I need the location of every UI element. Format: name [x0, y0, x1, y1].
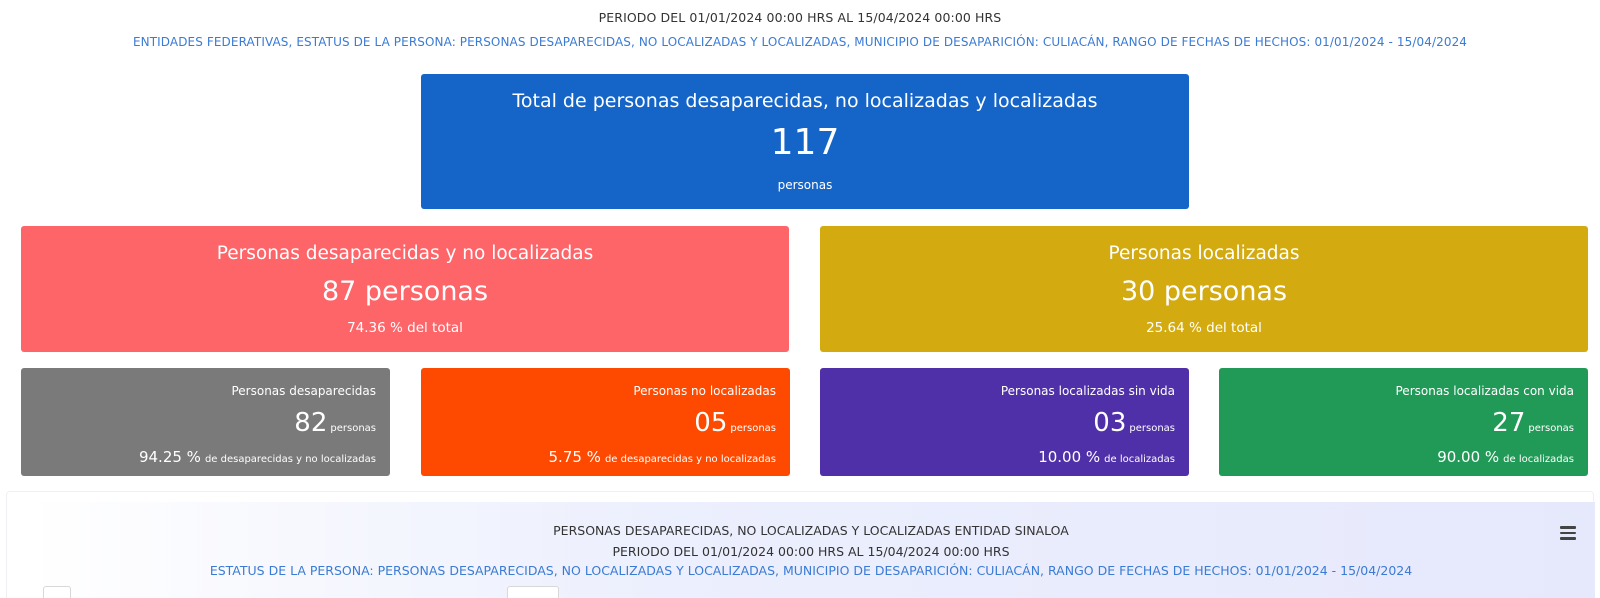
located-alive-title: Personas localizadas con vida	[1395, 384, 1575, 398]
report-period: PERIODO DEL 01/01/2024 00:00 HRS AL 15/0…	[598, 10, 1002, 25]
total-value: 117	[770, 122, 840, 163]
located-summary-card: Personas localizadas 30 personas 25.64 %…	[820, 226, 1588, 352]
chart-control-middle[interactable]	[507, 586, 559, 598]
report-filters: ENTIDADES FEDERATIVAS, ESTATUS DE LA PER…	[132, 35, 1468, 49]
located-dead-percent-label: de localizadas	[1104, 454, 1175, 465]
chart-panel: PERSONAS DESAPARECIDAS, NO LOCALIZADAS Y…	[6, 491, 1595, 598]
missing-summary-card: Personas desaparecidas y no localizadas …	[21, 226, 789, 352]
disappeared-title: Personas desaparecidas	[231, 384, 376, 398]
located-summary-percent: 25.64 % del total	[1146, 320, 1262, 336]
disappeared-value: 82	[294, 408, 328, 438]
located-alive-percent-label: de localizadas	[1503, 454, 1574, 465]
disappeared-card: Personas desaparecidas 82 personas 94.25 …	[21, 368, 390, 476]
hamburger-menu-icon[interactable]	[1560, 526, 1576, 540]
located-alive-value: 27	[1492, 408, 1526, 438]
not-located-card: Personas no localizadas 05 personas 5.75 …	[421, 368, 790, 476]
located-summary-title: Personas localizadas	[1108, 243, 1300, 264]
total-title: Total de personas desaparecidas, no loca…	[512, 90, 1098, 112]
chart-control-left[interactable]	[43, 586, 71, 598]
total-unit: personas	[777, 178, 833, 192]
disappeared-unit: personas	[330, 423, 376, 434]
missing-summary-percent: 74.36 % del total	[347, 320, 463, 336]
chart-filters: ESTATUS DE LA PERSONA: PERSONAS DESAPARE…	[209, 563, 1413, 578]
located-dead-card: Personas localizadas sin vida 03 personas…	[820, 368, 1189, 476]
missing-summary-value: 87 personas	[321, 276, 489, 307]
chart-title: PERSONAS DESAPARECIDAS, NO LOCALIZADAS Y…	[553, 523, 1069, 538]
located-dead-unit: personas	[1129, 423, 1175, 434]
located-alive-percent: 90.00 %	[1437, 448, 1500, 466]
chart-header: PERSONAS DESAPARECIDAS, NO LOCALIZADAS Y…	[27, 502, 1595, 598]
chart-period: PERIODO DEL 01/01/2024 00:00 HRS AL 15/0…	[612, 544, 1010, 559]
total-card: Total de personas desaparecidas, no loca…	[421, 74, 1189, 209]
located-dead-title: Personas localizadas sin vida	[1000, 384, 1175, 398]
missing-summary-title: Personas desaparecidas y no localizadas	[216, 243, 594, 264]
not-located-unit: personas	[730, 423, 776, 434]
not-located-title: Personas no localizadas	[633, 384, 776, 398]
located-summary-value: 30 personas	[1120, 276, 1288, 307]
disappeared-percent-label: de desaparecidas y no localizadas	[204, 454, 376, 465]
not-located-percent-label: de desaparecidas y no localizadas	[604, 454, 776, 465]
not-located-value: 05	[694, 408, 728, 438]
located-dead-value: 03	[1093, 408, 1127, 438]
located-alive-card: Personas localizadas con vida 27 personas…	[1219, 368, 1588, 476]
not-located-percent: 5.75 %	[548, 448, 601, 466]
disappeared-percent: 94.25 %	[138, 448, 201, 466]
located-dead-percent: 10.00 %	[1038, 448, 1101, 466]
located-alive-unit: personas	[1528, 423, 1574, 434]
